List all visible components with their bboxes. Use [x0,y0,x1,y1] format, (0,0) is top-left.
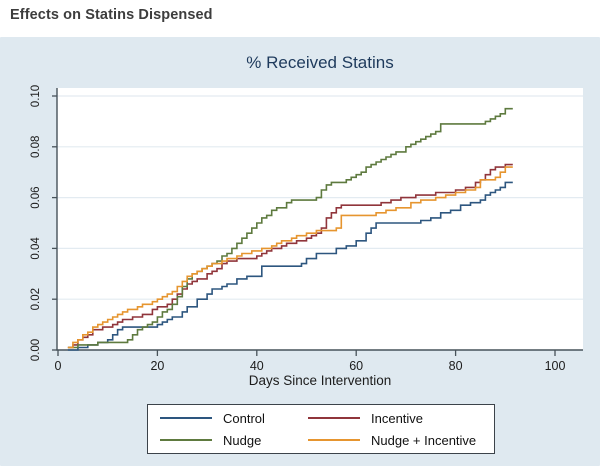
chart-title: % Received Statins [246,53,394,72]
legend-item-nudge: Nudge [160,431,308,449]
svg-text:0.00: 0.00 [30,339,42,361]
control-line-swatch-icon [160,417,212,419]
incentive-line-swatch-icon [308,417,360,419]
report-header: Effects on Statins Dispensed [0,0,600,37]
plot-area: 0.00 0.02 0.04 0.06 0.08 0.10 0 20 40 60 80 100 [30,85,583,373]
svg-text:0.10: 0.10 [30,85,42,107]
statins-chart: % Received Statins 0.00 0.02 0.04 0.06 0.08 0… [0,37,600,466]
nudge-line-swatch-icon [160,439,212,441]
svg-text:0.08: 0.08 [30,136,42,158]
svg-text:20: 20 [150,359,164,373]
svg-text:80: 80 [449,359,463,373]
svg-text:0.04: 0.04 [30,237,42,260]
svg-text:100: 100 [545,359,566,373]
legend-item-incentive: Incentive [308,409,494,427]
x-axis-label: Days Since Intervention [248,373,392,388]
legend-label-control: Control [223,410,265,426]
legend-item-nudge-incentive: Nudge + Incentive [308,431,494,449]
legend-label-incentive: Incentive [371,410,424,426]
legend-label-nudge: Nudge [223,432,262,448]
legend-label-nudge-incentive: Nudge + Incentive [371,432,477,448]
svg-text:60: 60 [349,359,363,373]
svg-text:0.06: 0.06 [30,186,42,208]
svg-text:40: 40 [250,359,264,373]
report-title: Effects on Statins Dispensed [10,7,213,23]
svg-text:0: 0 [55,359,62,373]
nudge-incentive-line-swatch-icon [308,439,360,441]
legend: Control Incentive Nudge Nudge + Incentiv… [147,404,495,454]
legend-item-control: Control [160,409,308,427]
svg-text:0.02: 0.02 [30,288,42,310]
